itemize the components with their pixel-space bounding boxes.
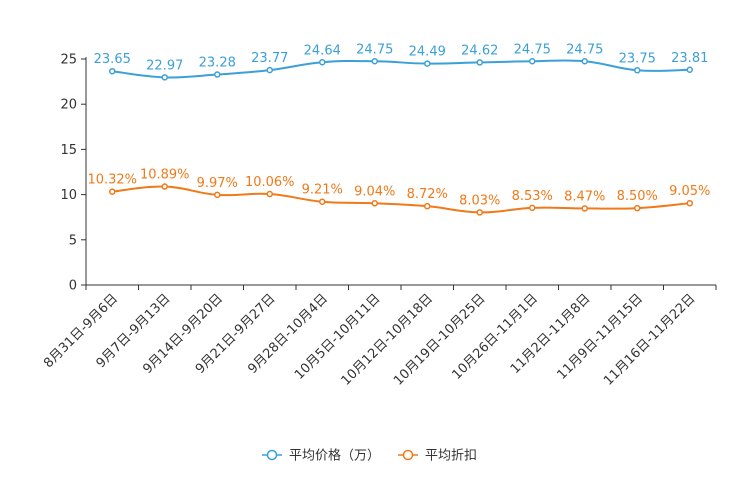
data-label: 9.04%	[354, 184, 395, 199]
series-line	[112, 185, 690, 214]
data-point	[686, 199, 693, 207]
data-label: 10.89%	[140, 168, 190, 183]
data-point	[634, 67, 641, 74]
data-point	[109, 188, 116, 195]
data-label: 23.77	[251, 51, 288, 66]
legend-label: 平均价格（万）	[289, 448, 380, 464]
data-label: 24.75	[514, 42, 551, 57]
data-point	[424, 60, 431, 67]
data-point	[686, 66, 693, 74]
data-label: 8.53%	[512, 189, 553, 204]
y-tick-label: 5	[69, 233, 77, 248]
data-point	[266, 190, 273, 198]
data-point	[529, 204, 536, 212]
y-tick-label: 0	[69, 279, 77, 294]
data-label: 8.47%	[564, 189, 605, 204]
legend-label: 平均折扣	[425, 449, 477, 464]
data-point	[529, 58, 536, 65]
data-point	[371, 58, 378, 65]
data-point	[634, 204, 641, 212]
data-point	[371, 200, 378, 207]
series-line	[112, 59, 690, 79]
x-tick-label: 11月16日-11月22日	[601, 291, 698, 388]
data-label: 22.97	[146, 58, 183, 73]
data-point	[476, 209, 483, 216]
data-label: 8.03%	[459, 193, 500, 208]
data-label: 24.62	[461, 43, 498, 58]
data-point	[581, 205, 588, 212]
data-point	[109, 67, 116, 75]
series-1: 10.32% 10.89% 9.97% 10.06% 9.21% 9.04% 8.72% 8.…	[87, 168, 710, 216]
series-group: 23.65 22.97 23.28 23.77 24.64 24.75 24.49 24.62…	[87, 42, 710, 216]
data-point	[214, 191, 221, 199]
data-point	[476, 59, 483, 66]
data-label: 23.28	[199, 56, 236, 71]
y-tick-label: 20	[60, 98, 77, 113]
data-label: 23.81	[671, 51, 708, 66]
legend: 平均价格（万） 平均折扣	[262, 448, 477, 464]
data-label: 8.72%	[407, 187, 448, 202]
x-axis-ticks: 8月31日-9月6日9月7日-9月13日9月14日-9月20日9月21日-9月2…	[41, 285, 717, 389]
y-tick-label: 25	[60, 53, 77, 68]
data-label: 10.32%	[87, 173, 137, 188]
data-label: 24.75	[566, 42, 603, 57]
data-point	[319, 198, 326, 205]
data-label: 9.21%	[302, 183, 343, 198]
legend-item-1: 平均折扣	[398, 449, 477, 464]
y-tick-label: 10	[60, 188, 77, 203]
data-point	[214, 71, 221, 78]
data-label: 24.75	[356, 42, 393, 57]
legend-swatch-marker	[266, 449, 278, 461]
data-label: 23.65	[94, 52, 131, 67]
data-label: 10.06%	[245, 175, 295, 190]
y-axis-ticks: 0 5 10 15 20 25	[60, 53, 86, 294]
series-0: 23.65 22.97 23.28 23.77 24.64 24.75 24.49 24.62…	[94, 42, 708, 81]
x-tick-label: 10月19日-10月25日	[391, 291, 488, 388]
data-point	[266, 66, 273, 74]
data-label: 9.97%	[197, 176, 238, 191]
data-label: 9.05%	[669, 184, 710, 199]
data-point	[319, 59, 326, 66]
data-label: 8.50%	[617, 189, 658, 204]
data-label: 24.49	[409, 45, 446, 60]
y-tick-label: 15	[60, 143, 77, 158]
data-point	[424, 202, 431, 210]
data-point	[161, 74, 168, 81]
legend-item-0: 平均价格（万）	[262, 448, 380, 464]
data-point	[581, 58, 588, 65]
legend-swatch-marker	[402, 449, 414, 461]
x-tick-label: 10月12日-10月18日	[339, 291, 436, 388]
data-point	[161, 183, 168, 190]
data-label: 24.64	[304, 43, 341, 58]
data-label: 23.75	[619, 51, 656, 66]
